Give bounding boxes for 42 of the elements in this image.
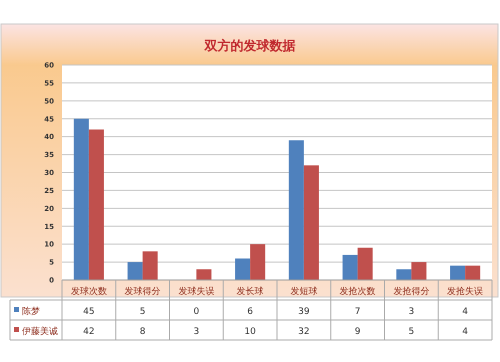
data-label: 0: [194, 307, 200, 317]
legend-label: 伊藤美诚: [22, 326, 58, 337]
x-tick-label: 发球失误: [178, 286, 214, 297]
bar: [142, 251, 158, 280]
bar: [411, 262, 426, 280]
x-tick-label: 发长球: [236, 286, 264, 297]
bar: [74, 118, 89, 280]
chart-title: 双方的发球数据: [204, 38, 296, 54]
data-label: 4: [462, 327, 468, 337]
bar: [288, 140, 304, 280]
bar: [250, 244, 266, 280]
x-tick-label: 发球得分: [124, 286, 161, 297]
data-label: 3: [194, 327, 200, 337]
data-label: 7: [354, 307, 360, 317]
bar: [450, 266, 466, 280]
bar: [128, 262, 143, 280]
x-tick-label: 发抢失误: [447, 286, 484, 297]
data-label: 3: [408, 307, 414, 317]
data-label: 5: [140, 307, 146, 317]
bar: [88, 130, 104, 280]
data-label: 6: [247, 307, 254, 317]
data-label: 8: [140, 327, 146, 337]
x-tick-label: 发抢次数: [340, 286, 376, 297]
x-tick-label: 发抢得分: [393, 286, 430, 297]
bar: [396, 269, 412, 280]
data-label: 4: [462, 307, 468, 317]
data-label: 5: [408, 327, 414, 337]
x-tick-label: 发短球: [290, 286, 318, 297]
x-tick-label: 发球次数: [70, 286, 107, 297]
data-label: 45: [83, 307, 95, 317]
bar: [304, 165, 319, 280]
data-label: 9: [354, 327, 361, 337]
data-label: 10: [244, 327, 256, 337]
data-label: 42: [83, 327, 95, 337]
bar: [358, 248, 373, 280]
data-label: 32: [298, 327, 310, 337]
bar: [342, 254, 358, 280]
legend-label: 陈梦: [22, 306, 40, 317]
bar: [235, 258, 250, 280]
data-label: 39: [298, 307, 310, 317]
bar: [196, 269, 212, 280]
bar: [465, 266, 480, 280]
